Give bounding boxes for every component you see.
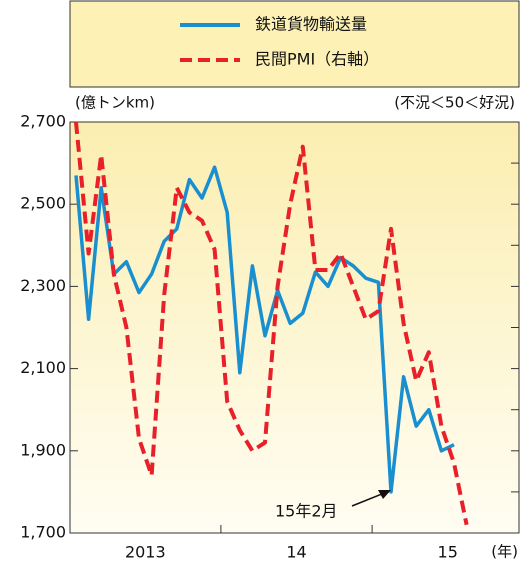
y-tick-label: 2,700 xyxy=(20,112,66,131)
y-tick-label: 1,700 xyxy=(20,523,66,542)
y-tick-label: 2,500 xyxy=(20,194,66,213)
x-tick-label: 2013 xyxy=(125,543,166,562)
legend-box xyxy=(69,0,520,88)
arrow-head xyxy=(378,490,391,499)
y-tick-label: 2,100 xyxy=(20,358,66,377)
y2-axis-label: (不況＜50＜好況) xyxy=(394,94,515,112)
annotation: 15年2月 xyxy=(275,502,338,521)
x-tick-label: 14 xyxy=(286,543,306,562)
series-line xyxy=(74,165,455,494)
y-tick-label: 2,300 xyxy=(20,276,66,295)
legend-label: 民間PMI（右軸） xyxy=(255,50,379,69)
x-tick-label: 15 xyxy=(438,543,458,562)
x-unit: (年) xyxy=(491,543,518,561)
y-tick-label: 1,900 xyxy=(20,440,66,459)
y-axis-label: (億トンkm) xyxy=(75,94,155,112)
legend-label: 鉄道貨物輸送量 xyxy=(255,15,367,34)
series-line xyxy=(74,121,469,526)
annotation-arrow xyxy=(351,493,383,507)
